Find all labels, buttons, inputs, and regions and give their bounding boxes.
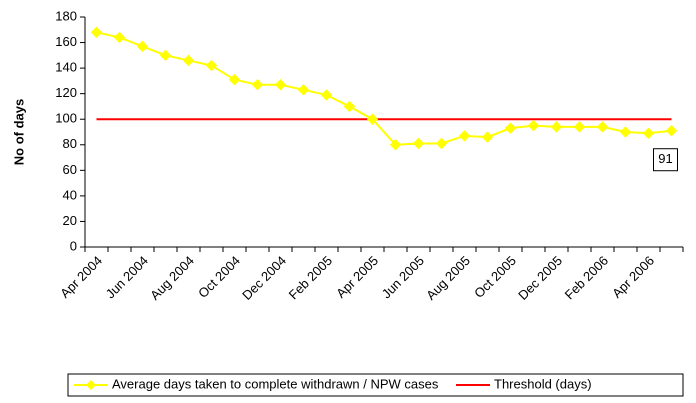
data-point xyxy=(205,59,218,72)
data-point xyxy=(389,139,402,151)
y-tick-label: 60 xyxy=(63,162,77,177)
y-tick-label: 80 xyxy=(63,136,77,151)
data-point xyxy=(504,122,517,134)
data-point xyxy=(596,121,609,133)
y-tick-label: 160 xyxy=(55,34,77,49)
data-point xyxy=(297,84,310,96)
data-point xyxy=(435,137,448,150)
legend-label: Threshold (days) xyxy=(494,376,592,391)
data-point xyxy=(182,54,195,67)
x-tick-label: Jun 2004 xyxy=(103,253,151,301)
data-point xyxy=(366,113,379,125)
data-point xyxy=(550,121,563,133)
x-tick-label: Feb 2005 xyxy=(286,253,335,302)
x-tick-label: Aug 2004 xyxy=(147,253,197,303)
y-axis-label: No of days xyxy=(11,99,26,165)
data-point xyxy=(665,125,678,137)
x-tick-label: Apr 2006 xyxy=(609,253,657,301)
x-tick-label: Aug 2005 xyxy=(423,253,473,303)
data-point xyxy=(619,126,632,138)
data-point xyxy=(90,26,103,39)
data-point xyxy=(228,73,241,86)
data-point xyxy=(458,130,471,142)
series-line xyxy=(96,31,672,146)
y-tick-label: 180 xyxy=(55,8,77,23)
data-point xyxy=(481,131,494,143)
x-tick-label: Oct 2004 xyxy=(195,253,243,301)
y-tick-label: 40 xyxy=(63,187,77,202)
data-point xyxy=(274,79,287,91)
annotation-box xyxy=(653,148,678,172)
legend-marker xyxy=(86,380,96,390)
x-tick-label: Apr 2004 xyxy=(57,253,105,301)
data-point xyxy=(527,119,540,132)
data-point xyxy=(113,31,126,44)
x-tick-label: Dec 2004 xyxy=(239,253,289,303)
x-tick-label: Oct 2005 xyxy=(471,253,519,301)
x-tick-label: Feb 2006 xyxy=(562,253,611,302)
y-tick-label: 20 xyxy=(63,213,77,228)
y-tick-label: 140 xyxy=(55,60,77,75)
y-tick-label: 100 xyxy=(55,111,77,126)
y-tick-label: 0 xyxy=(70,238,77,253)
legend-label: Average days taken to complete withdrawn… xyxy=(112,376,439,391)
data-point xyxy=(343,100,356,113)
annotation: 91 xyxy=(658,151,672,166)
y-tick-label: 120 xyxy=(55,85,77,100)
data-point xyxy=(251,79,264,91)
data-point xyxy=(642,127,655,139)
x-tick-label: Jun 2005 xyxy=(379,253,427,301)
data-point xyxy=(320,89,333,101)
data-point xyxy=(573,121,586,133)
x-tick-label: Dec 2005 xyxy=(515,253,565,303)
data-point xyxy=(159,49,172,62)
data-point xyxy=(136,40,149,53)
data-point xyxy=(412,137,425,150)
x-tick-label: Apr 2005 xyxy=(333,253,381,301)
legend-box xyxy=(67,373,684,397)
